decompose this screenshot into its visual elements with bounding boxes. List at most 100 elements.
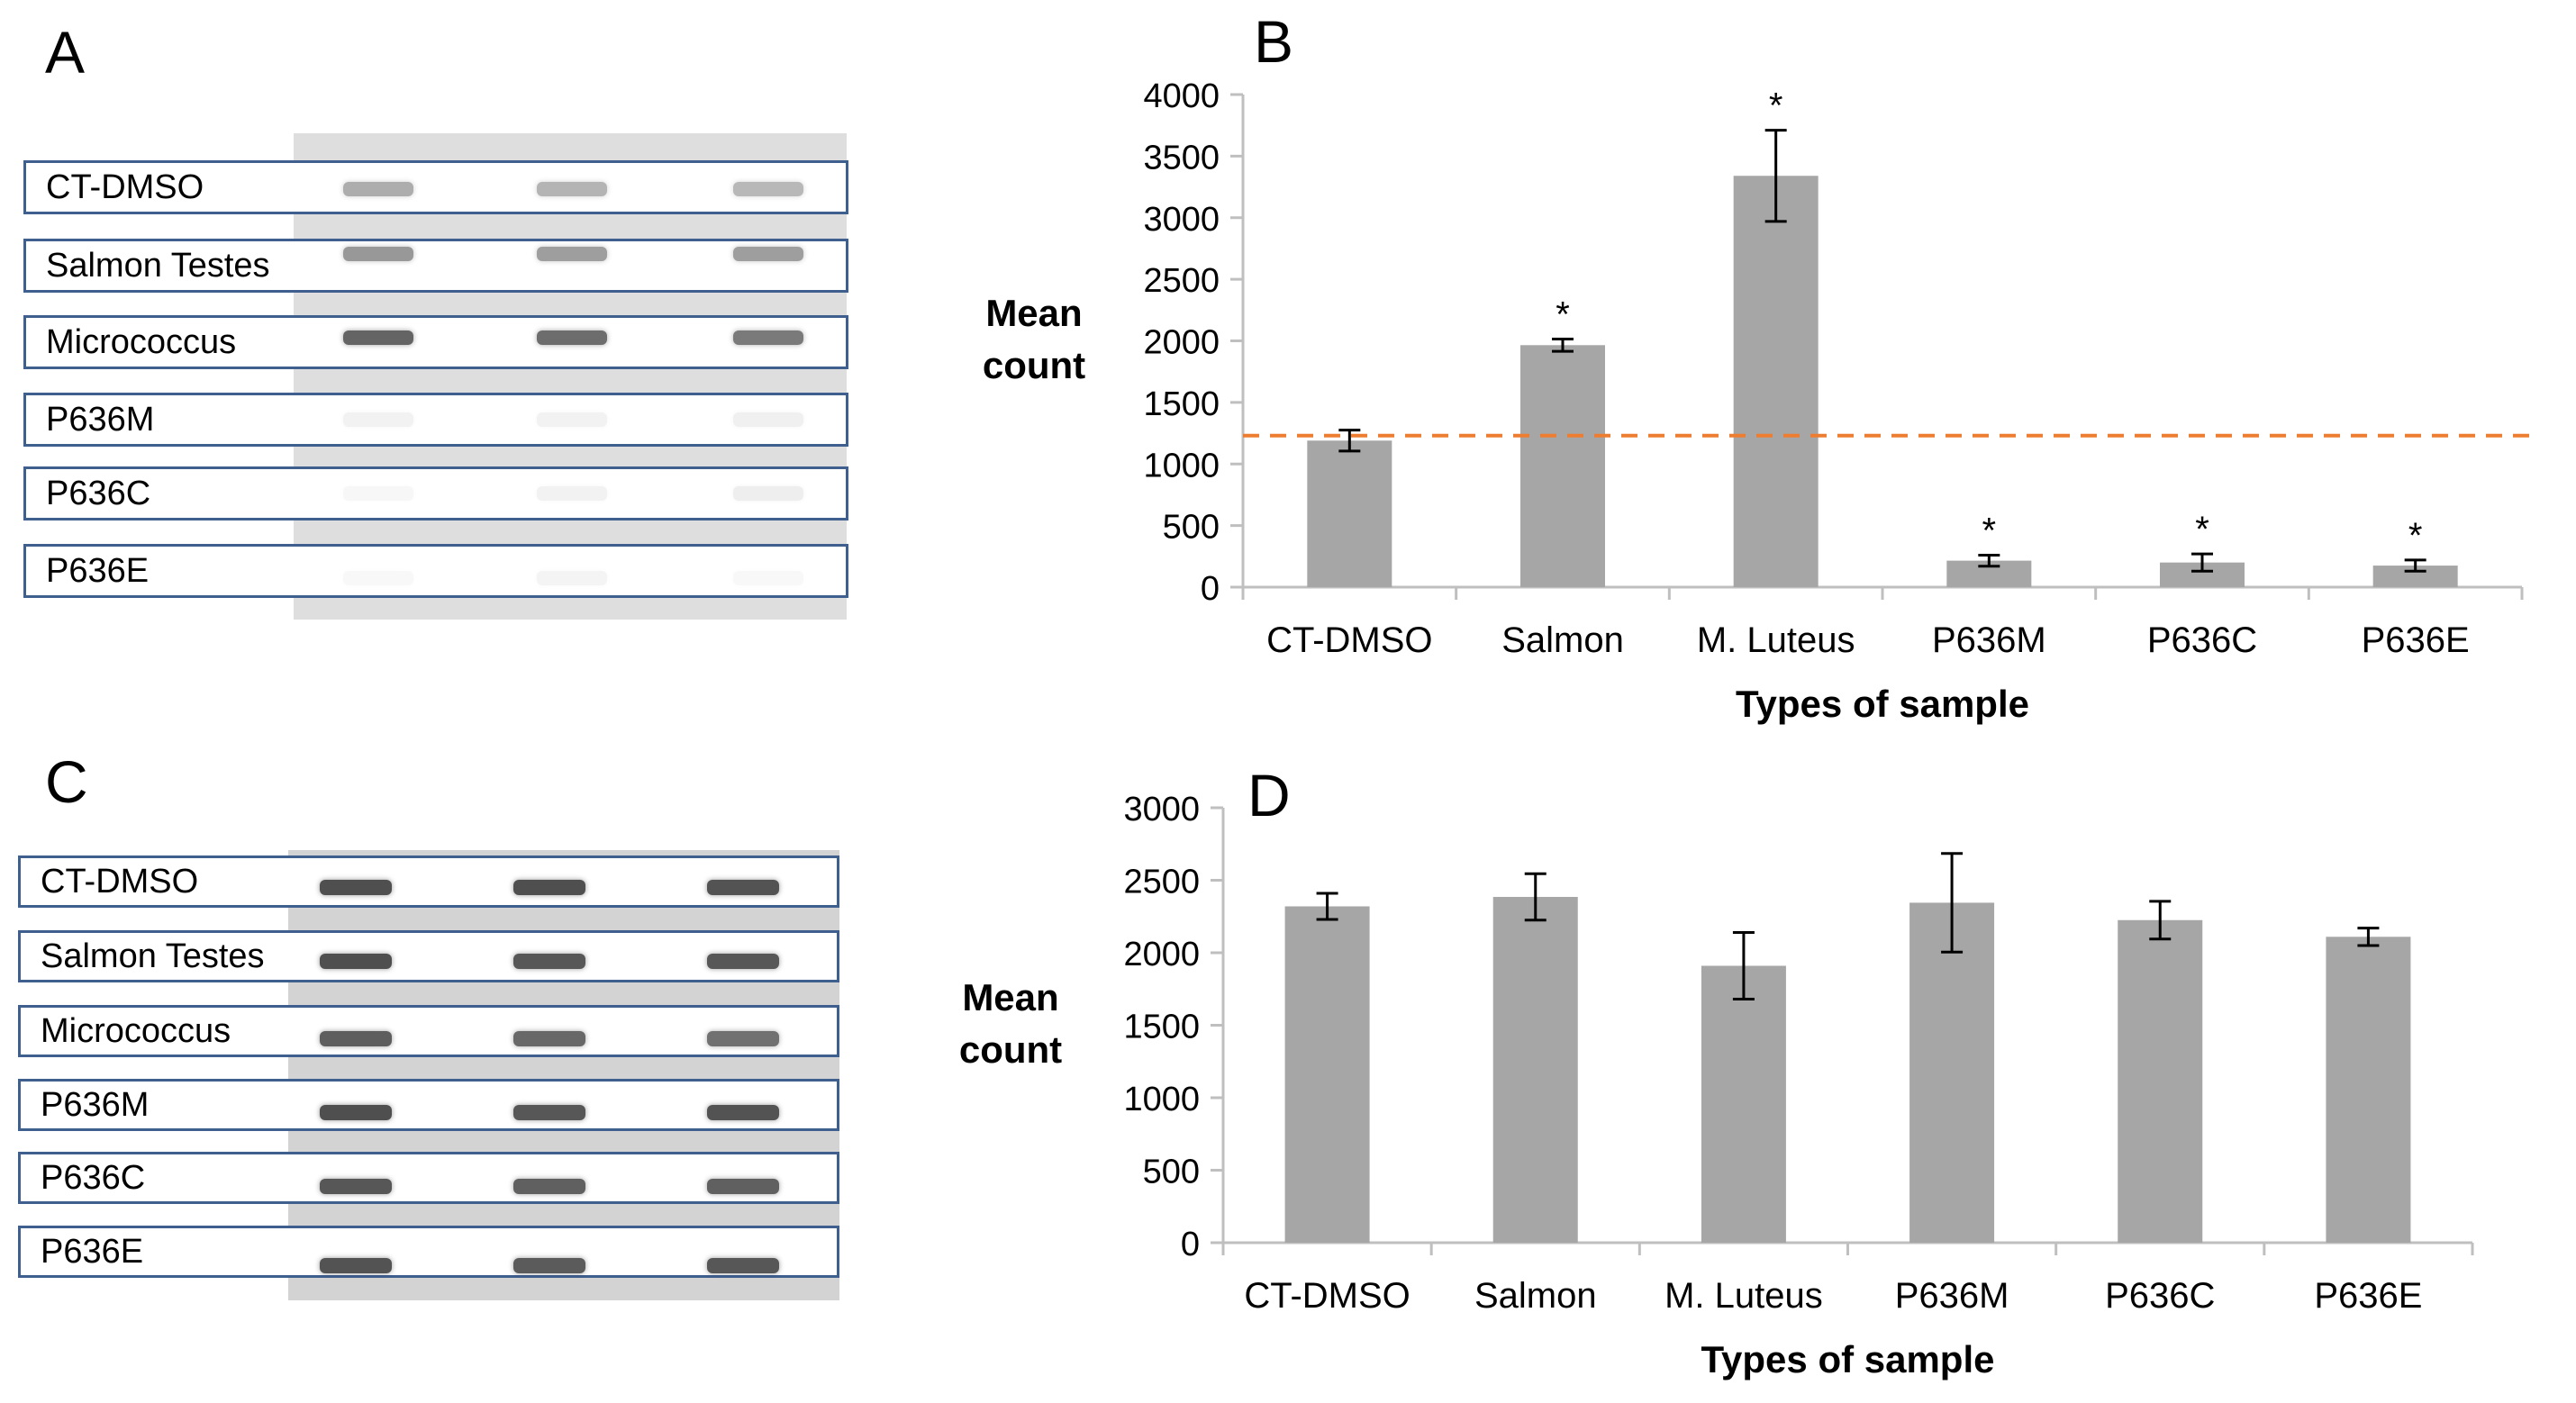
blot-a-label: Micrococcus bbox=[23, 315, 848, 369]
blot-band bbox=[343, 486, 413, 501]
y-tick-label: 1500 bbox=[1143, 385, 1220, 423]
significance-marker: * bbox=[2195, 510, 2209, 549]
blot-band bbox=[707, 1030, 779, 1046]
y-tick-label: 4000 bbox=[1143, 77, 1220, 115]
blot-band bbox=[513, 1104, 585, 1120]
significance-marker: * bbox=[1982, 511, 1997, 550]
y-tick-label: 2500 bbox=[1123, 864, 1200, 901]
y-tick-label: 500 bbox=[1163, 509, 1220, 547]
bar bbox=[1492, 897, 1578, 1243]
blot-band bbox=[733, 486, 803, 501]
blot-band bbox=[733, 247, 803, 261]
y-tick-label: 1000 bbox=[1123, 1081, 1200, 1118]
blot-band bbox=[707, 953, 779, 969]
significance-marker: * bbox=[1769, 86, 1783, 126]
y-axis-title: count bbox=[983, 344, 1085, 386]
blot-band bbox=[343, 247, 413, 261]
blot-c-label: CT-DMSO bbox=[18, 855, 839, 908]
y-tick-label: 2000 bbox=[1123, 936, 1200, 973]
blot-c-label: P636M bbox=[18, 1079, 839, 1131]
blot-band bbox=[320, 1257, 392, 1273]
blot-band bbox=[733, 412, 803, 427]
y-tick-label: 3000 bbox=[1123, 791, 1200, 828]
x-tick-label: CT-DMSO bbox=[1244, 1276, 1410, 1316]
blot-band bbox=[707, 879, 779, 895]
significance-marker: * bbox=[2408, 516, 2423, 556]
y-axis-title: Mean bbox=[985, 292, 1082, 334]
x-tick-label: P636C bbox=[2147, 620, 2257, 660]
blot-a-label: P636C bbox=[23, 466, 848, 520]
y-tick-label: 2500 bbox=[1143, 262, 1220, 300]
x-tick-label: M. Luteus bbox=[1697, 620, 1855, 660]
bar bbox=[2326, 937, 2411, 1243]
bar bbox=[1520, 345, 1605, 587]
bar bbox=[2372, 566, 2458, 587]
blot-band bbox=[343, 330, 413, 345]
y-tick-label: 3000 bbox=[1143, 201, 1220, 239]
blot-c-label: Micrococcus bbox=[18, 1005, 839, 1057]
blot-c-label: P636C bbox=[18, 1152, 839, 1204]
blot-band bbox=[707, 1257, 779, 1273]
x-tick-label: Salmon bbox=[1501, 620, 1624, 660]
blot-a-label: CT-DMSO bbox=[23, 160, 848, 214]
blot-band bbox=[513, 879, 585, 895]
x-tick-label: P636M bbox=[1932, 620, 2046, 660]
bar bbox=[1733, 176, 1819, 587]
blot-a-label: P636M bbox=[23, 393, 848, 447]
panel-letter-a: A bbox=[45, 19, 86, 86]
blot-band bbox=[320, 1104, 392, 1120]
blot-band bbox=[513, 953, 585, 969]
blot-band bbox=[537, 330, 607, 345]
bar bbox=[1909, 902, 1995, 1243]
x-tick-label: M. Luteus bbox=[1664, 1276, 1823, 1316]
blot-band bbox=[537, 412, 607, 427]
blot-band bbox=[320, 879, 392, 895]
bar bbox=[1284, 906, 1370, 1243]
x-tick-label: CT-DMSO bbox=[1266, 620, 1432, 660]
blot-band bbox=[733, 182, 803, 196]
bar bbox=[1701, 965, 1786, 1243]
blot-c-label: P636E bbox=[18, 1226, 839, 1278]
blot-band bbox=[537, 571, 607, 585]
significance-marker: * bbox=[1556, 294, 1570, 334]
y-tick-label: 1000 bbox=[1143, 447, 1220, 484]
blot-band bbox=[513, 1257, 585, 1273]
blot-band bbox=[320, 1178, 392, 1194]
x-axis-title: Types of sample bbox=[1701, 1338, 1995, 1380]
x-tick-label: P636M bbox=[1895, 1276, 2009, 1316]
x-tick-label: P636E bbox=[2362, 620, 2470, 660]
blot-band bbox=[320, 953, 392, 969]
blot-c-label: Salmon Testes bbox=[18, 930, 839, 982]
panel-letter-b: B bbox=[1254, 8, 1294, 75]
y-axis-title: count bbox=[959, 1028, 1062, 1071]
y-tick-label: 2000 bbox=[1143, 324, 1220, 362]
blot-band bbox=[513, 1178, 585, 1194]
blot-band bbox=[320, 1030, 392, 1046]
y-tick-label: 3500 bbox=[1143, 139, 1220, 177]
blot-band bbox=[537, 182, 607, 196]
bar bbox=[2118, 919, 2203, 1243]
y-tick-label: 0 bbox=[1201, 570, 1220, 608]
x-tick-label: P636C bbox=[2105, 1276, 2215, 1316]
blot-band bbox=[343, 182, 413, 196]
blot-band bbox=[707, 1178, 779, 1194]
blot-band bbox=[707, 1104, 779, 1120]
blot-a-membrane bbox=[294, 133, 847, 620]
blot-a-label: Salmon Testes bbox=[23, 239, 848, 293]
blot-band bbox=[513, 1030, 585, 1046]
blot-band bbox=[537, 247, 607, 261]
y-tick-label: 0 bbox=[1181, 1226, 1200, 1263]
blot-band bbox=[733, 330, 803, 345]
x-tick-label: P636E bbox=[2314, 1276, 2422, 1316]
panel-letter-d: D bbox=[1247, 762, 1291, 828]
blot-band bbox=[343, 412, 413, 427]
blot-band bbox=[537, 486, 607, 501]
panel-letter-c: C bbox=[45, 748, 88, 815]
y-axis-title: Mean bbox=[962, 976, 1058, 1018]
x-axis-title: Types of sample bbox=[1736, 683, 2029, 725]
y-tick-label: 500 bbox=[1143, 1154, 1200, 1191]
bar bbox=[1307, 440, 1392, 587]
y-tick-label: 1500 bbox=[1123, 1009, 1200, 1046]
